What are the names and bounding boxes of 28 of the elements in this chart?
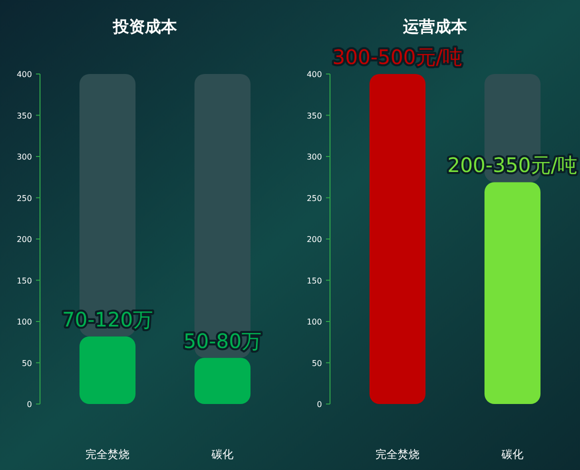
- y-tick-label: 300: [16, 152, 32, 162]
- x-tick-label: 完全焚烧: [376, 448, 420, 461]
- y-tick-label: 100: [306, 318, 322, 326]
- data-label: 70-120万: [62, 307, 153, 332]
- y-tick-label: 250: [306, 194, 322, 203]
- y-tick-label: 150: [306, 276, 322, 286]
- y-tick-label: 50: [312, 358, 322, 368]
- y-tick-label: 200: [16, 235, 32, 244]
- x-tick-label: 碳化: [210, 448, 234, 461]
- data-label: 200-350元/吨: [447, 153, 578, 178]
- y-tick-label: 200: [306, 235, 322, 244]
- x-tick-label: 完全焚烧: [86, 448, 130, 461]
- y-tick-label: 150: [16, 276, 32, 286]
- y-tick-label: 350: [16, 111, 32, 120]
- x-tick-label: 碳化: [500, 448, 524, 461]
- y-tick-label: 400: [306, 70, 322, 79]
- y-tick-label: 0: [26, 400, 32, 409]
- y-tick-label: 300: [306, 152, 322, 162]
- y-tick-label: 100: [16, 318, 32, 326]
- y-tick-label: 50: [22, 358, 32, 368]
- y-tick-label: 400: [16, 70, 32, 79]
- y-tick-label: 350: [306, 111, 322, 120]
- chart-title: 运营成本: [402, 17, 468, 36]
- data-label: 50-80万: [183, 328, 262, 353]
- y-tick-label: 0: [316, 400, 322, 409]
- chart-title: 投资成本: [112, 17, 178, 36]
- data-label: 300-500元/吨: [332, 45, 463, 69]
- y-tick-label: 250: [16, 194, 32, 203]
